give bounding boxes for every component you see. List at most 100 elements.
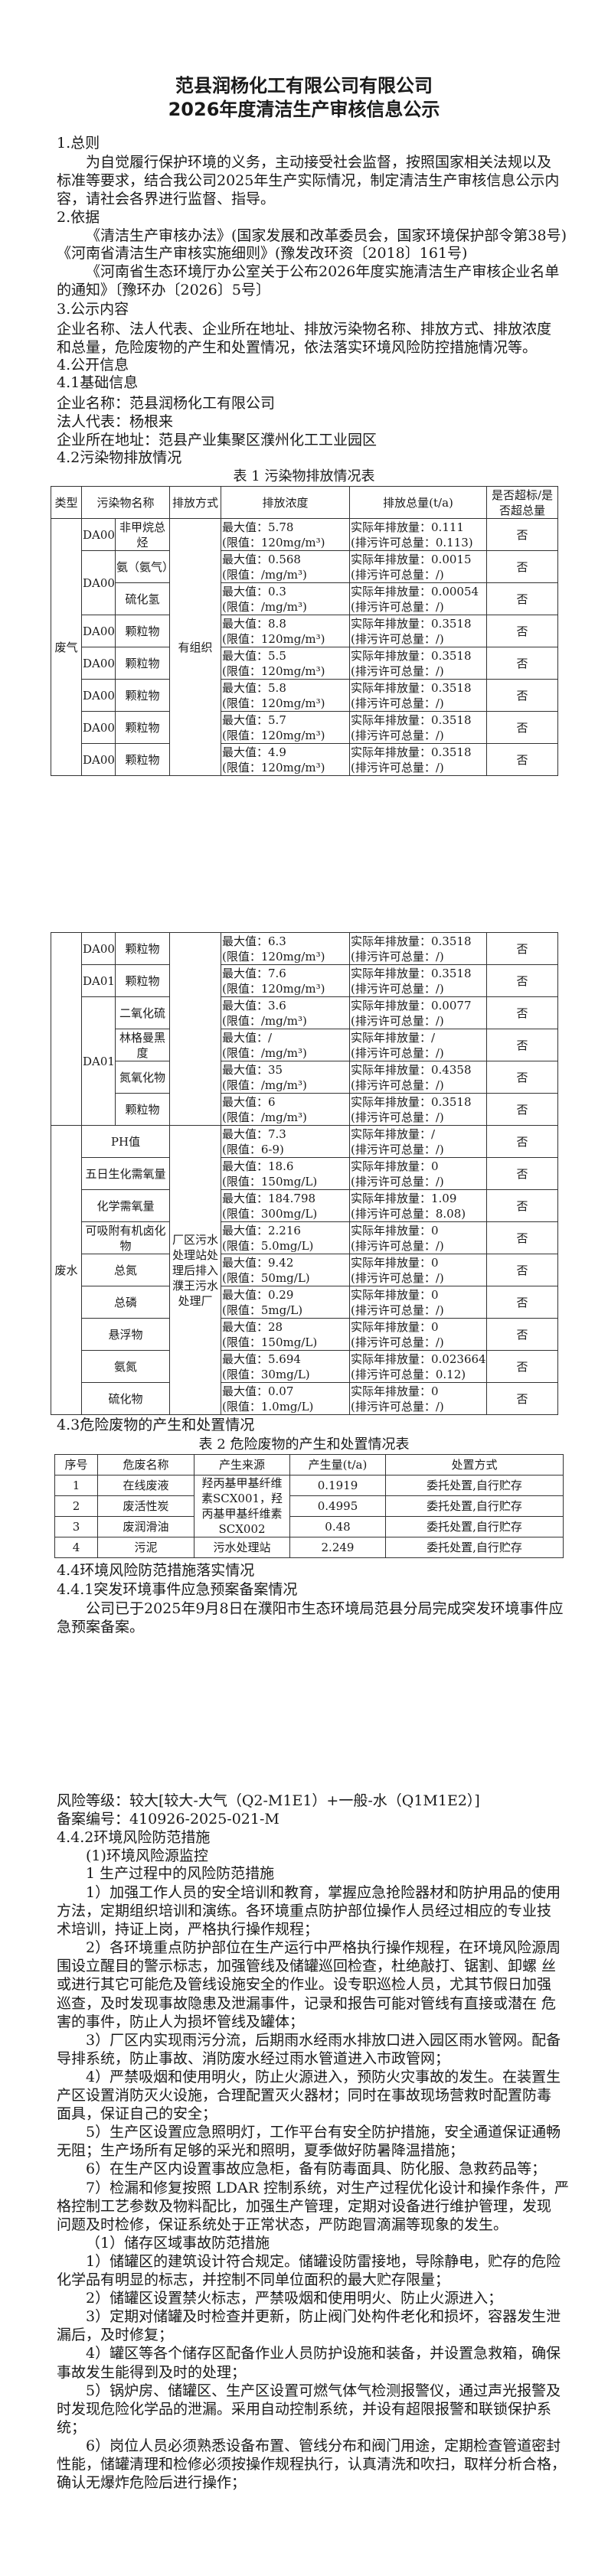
exceed-cell-text: 否 xyxy=(516,1391,528,1406)
concentration-cell-text: 最大值：3.6 xyxy=(222,998,286,1012)
concentration-cell-text: 最大值：8.8 xyxy=(222,616,286,631)
pollutant-cell: 总磷 xyxy=(81,1286,170,1319)
concentration-cell-text: (限值：6-9) xyxy=(222,1142,284,1156)
paragraph-line: 企业名称、法人代表、企业所在地址、排放污染物名称、排放方式、排放浓度 xyxy=(57,321,552,337)
header-cell-text: 是否超标/是否超总量 xyxy=(491,487,554,517)
total-cell-text: 实际年排放量：0.3518 xyxy=(351,616,472,631)
risk-level: 风险等级：较大[较大-大气（Q2-M1E1）+一般-水（Q1M1E2）] xyxy=(57,1792,480,1809)
exceed-cell-text: 否 xyxy=(516,1070,528,1084)
pollutant-cell-text: 总磷 xyxy=(113,1295,137,1309)
disposal-cell-text: 委托处置,自行贮存 xyxy=(427,1499,522,1513)
table-row: 颗粒物 最大值：6 (限值：/mg/m³) 实际年排放量：0.3518 (排污许可总量：… xyxy=(51,1093,558,1126)
concentration-cell-text: 最大值：4.9 xyxy=(222,745,286,759)
total-cell: 实际年排放量：0.023664 (排污许可总量：0.12) xyxy=(349,1350,487,1383)
concentration-cell-text: (限值：/mg/m³) xyxy=(222,1110,307,1124)
exceed-cell-text: 否 xyxy=(516,1102,528,1117)
pollutant-cell: 氮氧化物 xyxy=(115,1061,170,1094)
measure-item-line: 确认无爆炸危险后进行操作； xyxy=(57,2474,247,2491)
total-cell: 实际年排放量：0.3518 (排污许可总量：/) xyxy=(349,743,488,776)
exceed-cell-text: 否 xyxy=(516,1295,528,1309)
total-cell: 实际年排放量：0.3518 (排污许可总量：/) xyxy=(349,1093,487,1126)
concentration-cell: 最大值：5.694 (限值：30mg/L) xyxy=(221,1350,350,1383)
total-cell: 实际年排放量：0 (排污许可总量：/) xyxy=(349,1318,487,1351)
total-cell-text: 实际年排放量：0 xyxy=(351,1159,439,1173)
method-cell: 厂区污水处理站处理后排入濮王污水处理厂 xyxy=(169,1125,221,1415)
pollutant-cell-text: 颗粒物 xyxy=(125,720,160,735)
measure-item-line: 或进行其它可能危及管线设施安全的作业。设专职巡检人员，尤其节假日加强 xyxy=(57,1976,552,1993)
concentration-cell-text: (限值：120mg/m³) xyxy=(222,664,325,678)
total-cell-text: 实际年排放量：/ xyxy=(351,1127,436,1141)
total-cell-text: (排污许可总量：/) xyxy=(351,696,444,710)
total-cell: 实际年排放量：0.00054 (排污许可总量：/) xyxy=(349,582,488,615)
total-cell-text: (排污许可总量：8.08) xyxy=(351,1206,466,1221)
concentration-cell: 最大值：6.3 (限值：120mg/m³) xyxy=(221,932,350,965)
outlet-cell: DA003 xyxy=(81,615,116,647)
exceed-cell: 否 xyxy=(486,996,558,1029)
measure-item-line: 面具，保证自己的安全； xyxy=(57,2105,217,2122)
concentration-cell-text: (限值：120mg/m³) xyxy=(222,760,325,774)
concentration-cell: 最大值：18.6 (限值：150mg/L) xyxy=(221,1157,350,1190)
company-name: 企业名称：范县润杨化工有限公司 xyxy=(57,395,276,412)
concentration-cell: 最大值：35 (限值：/mg/m³) xyxy=(221,1061,350,1094)
exceed-cell-text: 否 xyxy=(516,1166,528,1181)
table-row: DA002氨（氨气）最大值：0.568(限值：/mg/m³)实际年排放量：0.0… xyxy=(51,550,559,615)
measure-item-line: （1）储存区域事故防范措施 xyxy=(86,2235,270,2252)
paragraph-line: 为自觉履行保护环境的义务，主动接受社会监督，按照国家相关法规以及 xyxy=(86,154,552,171)
table-row: DA010颗粒物最大值：7.6(限值：120mg/m³)实际年排放量：0.351… xyxy=(51,964,558,997)
pollutant-cell: 总氮 xyxy=(81,1254,170,1286)
disposal-cell: 委托处置,自行贮存 xyxy=(385,1475,564,1496)
concentration-cell-text: (限值：/mg/m³) xyxy=(222,1045,307,1060)
measure-item-line: 导排系统，防止事故、消防废水经过雨水管道进入市政管网； xyxy=(57,2050,450,2067)
total-cell-text: (排污许可总量：/) xyxy=(351,567,444,582)
outlet-cell: DA009 xyxy=(81,932,116,965)
total-cell: 实际年排放量：0.111 (排污许可总量：0.113) xyxy=(349,518,488,551)
outlet-cell: DA010 xyxy=(81,964,116,997)
total-cell: 实际年排放量：0.3518 (排污许可总量：/) xyxy=(349,711,488,744)
outlet-cell: DA006 xyxy=(81,679,116,712)
exceed-cell: 否 xyxy=(486,964,558,997)
pollutant-cell-text: 颗粒物 xyxy=(125,1102,160,1117)
total-cell-text: (排污许可总量：/) xyxy=(351,1335,444,1349)
measure-item-line: 害的事件，防止人为损坏管线及罐体； xyxy=(57,2014,305,2030)
concentration-cell: 最大值：6 (限值：/mg/m³) xyxy=(221,1093,350,1126)
outlet-cell-text: DA006 xyxy=(83,688,115,703)
exceed-cell: 否 xyxy=(486,711,559,744)
source-cell-text: 污水处理站 xyxy=(213,1541,271,1554)
pollutant-cell-text: 氮氧化物 xyxy=(119,1070,165,1084)
total-cell: 实际年排放量：0 (排污许可总量：/) xyxy=(349,1157,487,1190)
waste-name-cell: 废润滑油 xyxy=(97,1516,194,1537)
measure-item-line: 3）定期对储罐及时检查并更新，防止阀门处构件老化和损坏，容器发生泄 xyxy=(86,2308,561,2325)
pollutant-cell-text: 总氮 xyxy=(113,1263,137,1277)
source-cell: 污水处理站 xyxy=(194,1537,290,1558)
concentration-cell-text: 最大值：6 xyxy=(222,1094,276,1109)
exceed-cell-text: 否 xyxy=(516,1359,528,1374)
total-cell-text: (排污许可总量：/) xyxy=(351,631,444,646)
waste-name-cell-text: 在线废液 xyxy=(123,1479,169,1492)
pollutant-cell: 硫化物 xyxy=(81,1382,170,1415)
outlet-cell-text: DA010 xyxy=(83,973,115,988)
concentration-cell-text: (限值：50mg/L) xyxy=(222,1270,310,1285)
measure-item-line: 4）罐区等各个储存区配备作业人员防护设施和装备，并设置急救箱，确保 xyxy=(86,2345,561,2362)
exceed-cell-text: 否 xyxy=(516,1263,528,1277)
amount-cell-text: 2.249 xyxy=(321,1541,355,1554)
header-cell-text: 排放浓度 xyxy=(262,495,309,510)
concentration-cell-text: 最大值：18.6 xyxy=(222,1159,294,1173)
exceed-cell: 否 xyxy=(486,1093,558,1126)
pollutant-cell-text: 硫化氢 xyxy=(125,592,160,606)
header-cell: 类型 xyxy=(51,486,82,519)
total-cell-text: (排污许可总量：/) xyxy=(351,728,444,742)
total-cell: 实际年排放量：0 (排污许可总量：/) xyxy=(349,1382,487,1415)
measure-item-line: 7）检漏和修复按照 LDAR 控制系统，对生产过程优化设计和操作条件，严 xyxy=(86,2180,570,2196)
concentration-cell-text: (限值：120mg/m³) xyxy=(222,631,325,646)
pollutant-cell-text: 颗粒物 xyxy=(125,752,160,767)
pollutant-emission-table: 类型 污染物名称 排放方式 排放浓度 排放总量(t/a) 是否超标/是否超总量 废气 DA00… xyxy=(51,486,559,776)
paragraph-line: 标准等要求，结合我公司2025年生产实际情况，制定清洁生产审核信息公示内 xyxy=(57,172,560,189)
total-cell: 实际年排放量：0.0077 (排污许可总量：/) xyxy=(349,996,487,1029)
paragraph-line: 容，请社会各界进行监督、指导。 xyxy=(57,191,276,207)
concentration-cell-text: (限值：150mg/L) xyxy=(222,1335,318,1349)
measure-item-line: 3）厂区内实现雨污分流，后期雨水经雨水排放口进入园区雨水管网。配备 xyxy=(86,2032,561,2049)
total-cell-text: 实际年排放量：0.4358 xyxy=(351,1062,472,1077)
outlet-cell-text: DA003 xyxy=(83,624,115,638)
table-row: 可吸附有机卤化物 最大值：2.216 (限值：5.0mg/L) 实际年排放量：0 (排污… xyxy=(51,1221,558,1254)
basis-item-line: 《河南省清洁生产审核实施细则》(豫发改环资〔2018〕161号) xyxy=(57,245,468,262)
